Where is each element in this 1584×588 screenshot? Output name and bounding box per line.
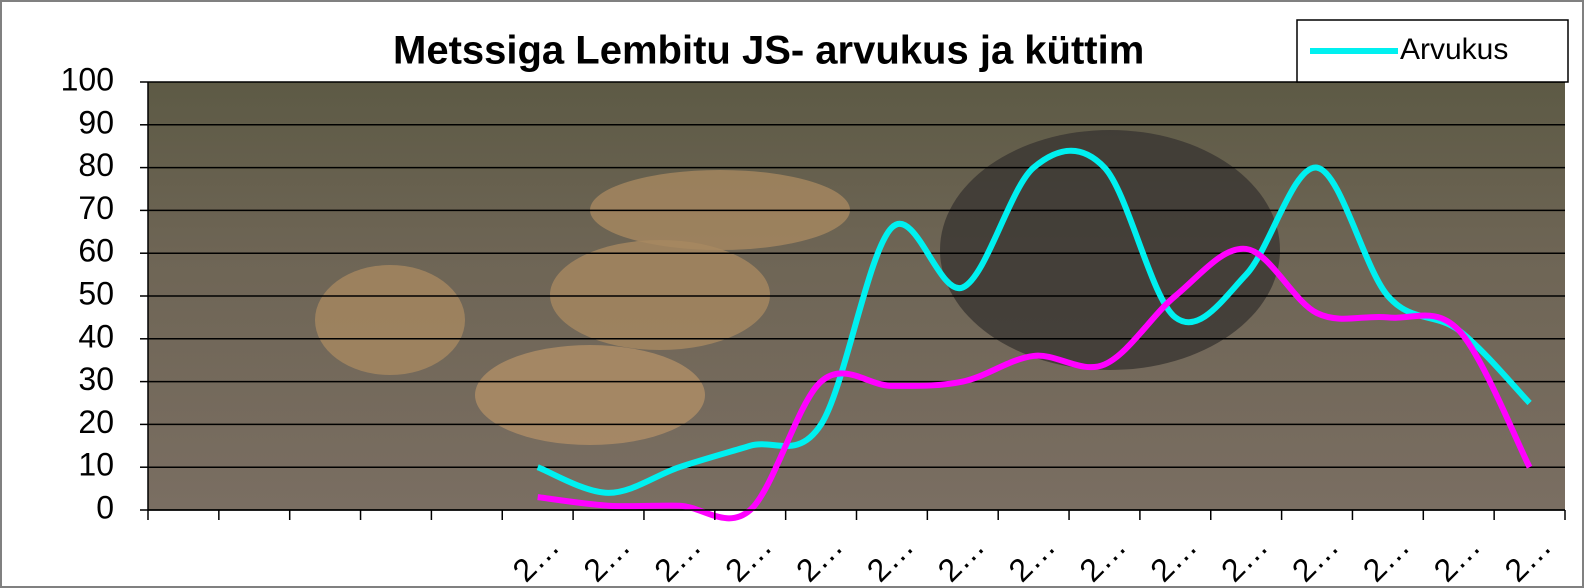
photo-shape xyxy=(550,240,770,350)
y-tick-label: 50 xyxy=(78,275,114,311)
y-tick-label: 100 xyxy=(61,61,114,97)
legend-label: Arvukus xyxy=(1400,33,1508,66)
y-tick-label: 80 xyxy=(78,147,114,183)
photo-shape xyxy=(315,265,465,375)
photo-shape xyxy=(475,345,705,445)
y-tick-label: 0 xyxy=(96,489,114,525)
y-tick-label: 70 xyxy=(78,190,114,226)
y-tick-label: 60 xyxy=(78,233,114,269)
y-tick-label: 40 xyxy=(78,318,114,354)
chart-title: Metssiga Lembitu JS- arvukus ja küttim xyxy=(393,29,1144,73)
y-tick-label: 30 xyxy=(78,361,114,397)
y-tick-label: 90 xyxy=(78,104,114,140)
y-tick-label: 20 xyxy=(78,404,114,440)
chart: Metssiga Lembitu JS- arvukus ja küttim A… xyxy=(0,0,1584,588)
y-tick-label: 10 xyxy=(78,447,114,483)
